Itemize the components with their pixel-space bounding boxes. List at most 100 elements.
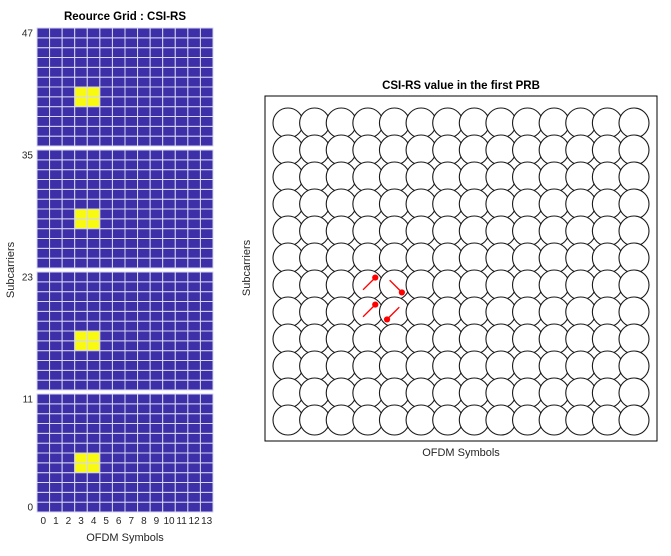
re-circle [511,107,544,139]
left-x-axis-label: OFDM Symbols [86,532,164,544]
re-cell [137,271,151,283]
re-cell [199,501,214,513]
re-cell [174,257,189,269]
re-cell [86,125,101,137]
re-cell [49,360,63,371]
re-circle [325,269,357,301]
re-cell [99,218,113,230]
re-cell [149,413,164,425]
re-cell [187,432,201,444]
re-cell [149,501,164,513]
re-cell [61,159,76,171]
re-cell [99,393,113,405]
re-cell [137,330,151,342]
re-cell [61,413,76,425]
re-cell [137,491,151,503]
re-cell [199,247,214,259]
re-cell [162,330,176,342]
re-cell [187,116,201,127]
re-cell [162,159,176,171]
re-cell [124,379,139,391]
re-circle [565,269,597,301]
left-x-tick-label: 3 [78,516,84,527]
left-x-tick-label: 8 [141,516,147,527]
re-circle [299,161,331,193]
re-circle [591,269,623,301]
re-cell [99,369,113,381]
re-cell [36,379,51,391]
re-cell [187,379,201,391]
re-circle [618,107,650,139]
re-cell [162,228,176,239]
csirs-arrow-head [372,274,379,281]
re-cell [49,482,63,493]
re-circle [352,134,384,166]
re-cell [61,125,76,137]
re-cell [74,482,88,493]
re-cell [61,472,76,484]
re-cell [49,442,63,454]
re-cell [99,179,113,190]
re-circle [591,296,623,328]
re-circle [565,134,597,166]
re-cell [187,188,201,200]
re-circle [432,323,464,355]
re-cell [49,301,63,312]
re-cell [74,301,88,312]
re-cell [174,66,189,78]
re-cell [74,257,88,269]
re-cell [137,27,151,39]
re-cell [36,340,51,352]
re-cell [174,281,189,293]
re-cell [187,301,201,312]
re-cell [174,169,189,180]
re-circle [352,377,384,409]
re-cell [174,369,189,381]
re-cell [111,393,126,405]
re-circle [405,134,437,166]
re-cell [124,106,139,117]
re-cell [199,116,214,127]
re-cell [174,350,189,362]
re-circle [272,377,304,409]
re-cell [86,423,101,434]
re-cell [137,360,151,371]
re-cell [36,37,51,49]
re-circle [352,350,384,382]
re-circle [272,269,304,301]
re-circle [618,323,650,355]
re-cell [124,57,139,68]
re-cell [61,37,76,49]
re-cell [162,37,176,49]
re-cell [137,76,151,88]
re-cell [111,369,126,381]
re-cell [99,320,113,332]
re-circle [565,215,597,247]
re-cell [49,116,63,127]
re-cell [124,291,139,303]
re-cell [149,169,164,180]
re-cell [162,281,176,293]
re-cell [49,149,63,161]
re-cell [99,228,113,239]
re-cell [174,116,189,127]
re-cell [149,360,164,371]
re-cell [162,423,176,434]
re-cell [86,271,101,283]
re-cell [61,501,76,513]
re-circle [591,242,623,274]
re-cell [86,47,101,58]
re-cell [137,159,151,171]
re-circle [352,323,384,355]
re-cell [187,247,201,259]
re-cell [199,350,214,362]
re-cell [149,27,164,39]
re-cell [199,452,214,464]
re-cell [124,462,139,474]
re-circle [591,350,623,382]
left-y-tick-label: 47 [22,28,34,39]
re-circle [325,107,357,139]
re-cell [149,432,164,444]
re-cell [99,125,113,137]
re-cell [162,501,176,513]
